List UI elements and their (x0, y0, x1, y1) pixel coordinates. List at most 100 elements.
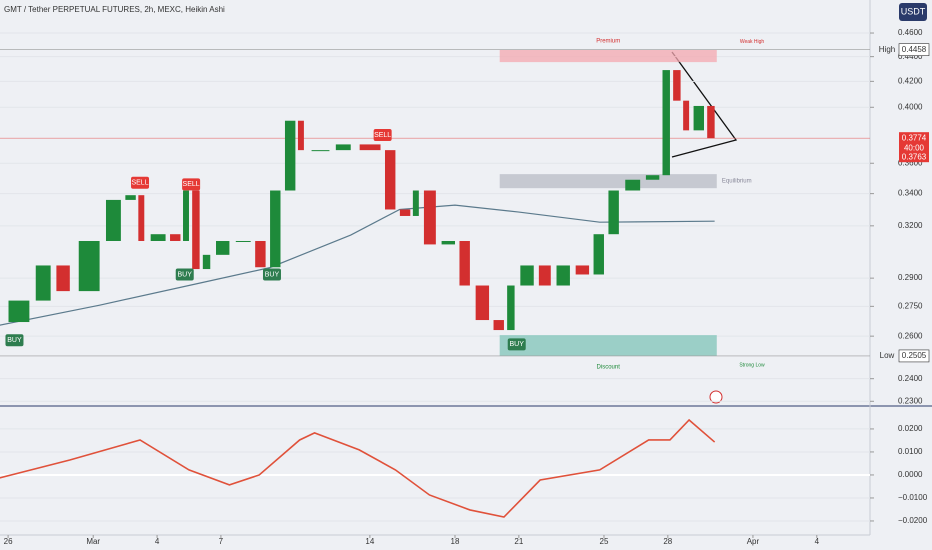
candle (673, 70, 681, 101)
candle (459, 240, 470, 286)
signal-badge (131, 176, 150, 189)
signal-badge (373, 128, 392, 141)
candle (138, 195, 145, 241)
candle (235, 240, 251, 242)
level-value: 0.4458 (902, 45, 927, 54)
y-tick-label: 0.0000 (898, 470, 923, 479)
signal-badge (182, 178, 201, 191)
price-badge (899, 132, 929, 163)
level-value: 0.2505 (902, 351, 927, 360)
oscillator-line (0, 418, 716, 518)
chart-title: GMT / Tether PERPETUAL FUTURES, 2h, MEXC… (4, 5, 225, 14)
candle (683, 100, 690, 131)
x-tick-label: 14 (365, 537, 374, 546)
level-tag: Strong Low (739, 362, 765, 368)
zone-label: Equilibrium (722, 179, 752, 185)
zone (499, 174, 717, 189)
candle (662, 70, 670, 176)
signal-badge (262, 268, 281, 281)
signal-label: BUY (510, 341, 525, 348)
level-tag: Weak High (740, 39, 765, 45)
alert-icon[interactable] (709, 390, 723, 404)
x-tick-label: 21 (514, 537, 523, 546)
signal-label: SELL (374, 132, 391, 139)
candle (183, 190, 189, 241)
y-tick-label: 0.4400 (898, 52, 923, 61)
x-tick-label: 26 (4, 537, 13, 546)
level-label: High (879, 45, 895, 54)
x-tick-label: Mar (86, 537, 100, 546)
y-tick-label: 0.2900 (898, 273, 923, 282)
countdown: 40:00 (904, 143, 925, 152)
y-tick-label: 0.0100 (898, 447, 923, 456)
signal-label: BUY (178, 271, 193, 278)
x-tick-label: Apr (747, 537, 760, 546)
y-tick-label: 0.2600 (898, 331, 923, 340)
signal-label: SELL (183, 181, 200, 188)
candle (493, 320, 504, 331)
candle (8, 300, 30, 323)
candle (556, 265, 570, 286)
candle (170, 234, 181, 241)
level-badge (898, 349, 930, 363)
quote-badge[interactable] (899, 3, 927, 21)
candle (441, 240, 456, 245)
candle (384, 150, 396, 210)
signal-label: BUY (7, 337, 22, 344)
y-tick-label: 0.0200 (898, 424, 923, 433)
y-tick-label: 0.4000 (898, 102, 923, 111)
close-price-label: 0.3763 (902, 152, 927, 161)
quote-label[interactable]: USDT (901, 6, 926, 16)
candle (202, 254, 211, 270)
moving-average (0, 204, 715, 326)
candle (507, 285, 515, 331)
x-tick-label: 4 (155, 537, 160, 546)
zone (499, 335, 717, 356)
candle (538, 265, 551, 286)
candle (284, 120, 296, 191)
candle (645, 175, 660, 180)
level-badge (898, 43, 930, 56)
y-tick-label: 0.3400 (898, 189, 923, 198)
candle (575, 265, 590, 275)
signal-label: SELL (131, 180, 148, 187)
candle (399, 209, 411, 216)
y-tick-label: 0.2750 (898, 301, 923, 310)
x-tick-label: 25 (600, 537, 609, 546)
candle (78, 240, 100, 292)
y-tick-label: 0.3200 (898, 221, 923, 230)
signal-label: BUY (265, 271, 280, 278)
y-tick-label: 0.4600 (898, 28, 923, 37)
candle (412, 190, 419, 216)
x-tick-label: 28 (663, 537, 672, 546)
candle (707, 105, 715, 139)
candle (520, 265, 534, 286)
y-tick-label: 0.4200 (898, 76, 923, 85)
y-tick-label: −0.0100 (898, 493, 928, 502)
x-tick-label: 4 (815, 537, 820, 546)
candle (693, 105, 705, 131)
level-label: Low (880, 351, 895, 360)
candle (297, 120, 304, 151)
y-tick-label: −0.0200 (898, 516, 928, 525)
x-tick-label: 18 (451, 537, 460, 546)
candle (608, 190, 619, 235)
candle (475, 285, 490, 321)
candle (125, 195, 136, 200)
candle (593, 234, 604, 275)
candle (423, 190, 436, 245)
zone-label: Premium (596, 38, 620, 44)
signal-badge (507, 338, 526, 351)
candle (270, 190, 281, 268)
y-tick-label: 0.2400 (898, 374, 923, 383)
candle (255, 240, 266, 268)
x-tick-label: 7 (219, 537, 224, 546)
zone-label: Discount (597, 365, 621, 371)
y-tick-label: 0.2300 (898, 396, 923, 405)
candle (192, 190, 200, 270)
candle (625, 179, 641, 191)
candle (56, 265, 70, 292)
signal-badge (175, 268, 194, 281)
